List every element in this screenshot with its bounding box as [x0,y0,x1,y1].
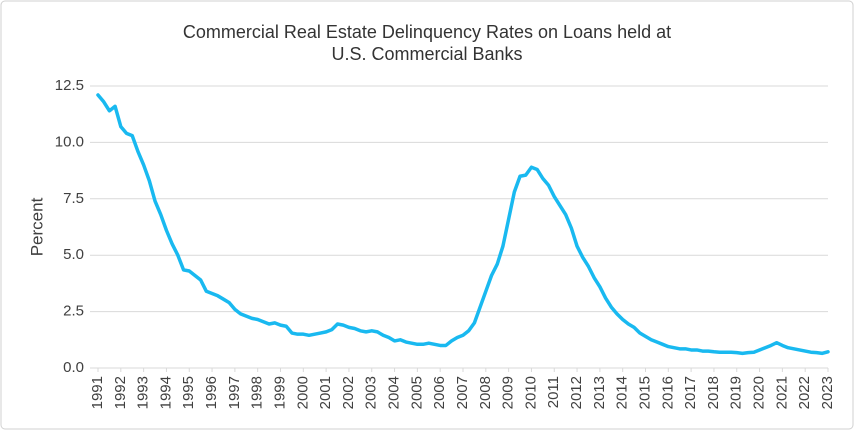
x-tick-label: 1998 [249,376,266,409]
x-tick-label: 2003 [363,376,380,409]
x-tick-label: 2019 [728,376,745,409]
x-tick-label: 2000 [294,376,311,409]
x-tick-label: 2018 [705,376,722,409]
y-tick-label: 0.0 [63,359,84,376]
y-tick-label: 7.5 [63,190,84,207]
x-tick-label: 2006 [431,376,448,409]
y-tick-label: 10.0 [55,133,84,150]
x-tick-label: 2013 [591,376,608,409]
x-tick-label: 1999 [271,376,288,409]
data-line [96,93,830,356]
y-tick-label: 2.5 [63,303,84,320]
x-tick-label: 1997 [226,376,243,409]
x-tick-label: 2012 [568,376,585,409]
y-tick-label: 12.5 [55,77,84,94]
x-tick-label: 2016 [659,376,676,409]
y-axis-label: Percent [27,197,46,256]
x-tick-label: 1996 [203,376,220,409]
x-tick-label: 2005 [408,376,425,409]
x-tick-label: 2011 [545,376,562,408]
chart-title: Commercial Real Estate Delinquency Rates… [183,22,671,42]
x-tick-label: 2014 [614,376,631,409]
x-tick-label: 1992 [112,376,129,409]
x-tick-label: 2020 [751,376,768,409]
x-tick-label: 2022 [796,376,813,409]
x-tick-label: 2010 [522,376,539,409]
x-tick-label: 1991 [89,376,106,409]
x-tick-label: 2021 [773,376,790,409]
x-tick-label: 2023 [819,376,836,409]
x-tick-label: 1994 [157,376,174,409]
x-tick-label: 2015 [636,376,653,409]
x-tick-label: 2008 [477,376,494,409]
chart-title: U.S. Commercial Banks [331,44,522,64]
x-tick-label: 2002 [340,376,357,409]
x-tick-label: 2004 [386,376,403,409]
x-tick-label: 2001 [317,376,334,409]
y-tick-label: 5.0 [63,246,84,263]
x-tick-label: 2007 [454,376,471,409]
x-tick-label: 1993 [135,376,152,409]
x-tick-label: 2009 [500,376,517,409]
x-tick-label: 1995 [180,376,197,409]
x-tick-label: 2017 [682,376,699,409]
